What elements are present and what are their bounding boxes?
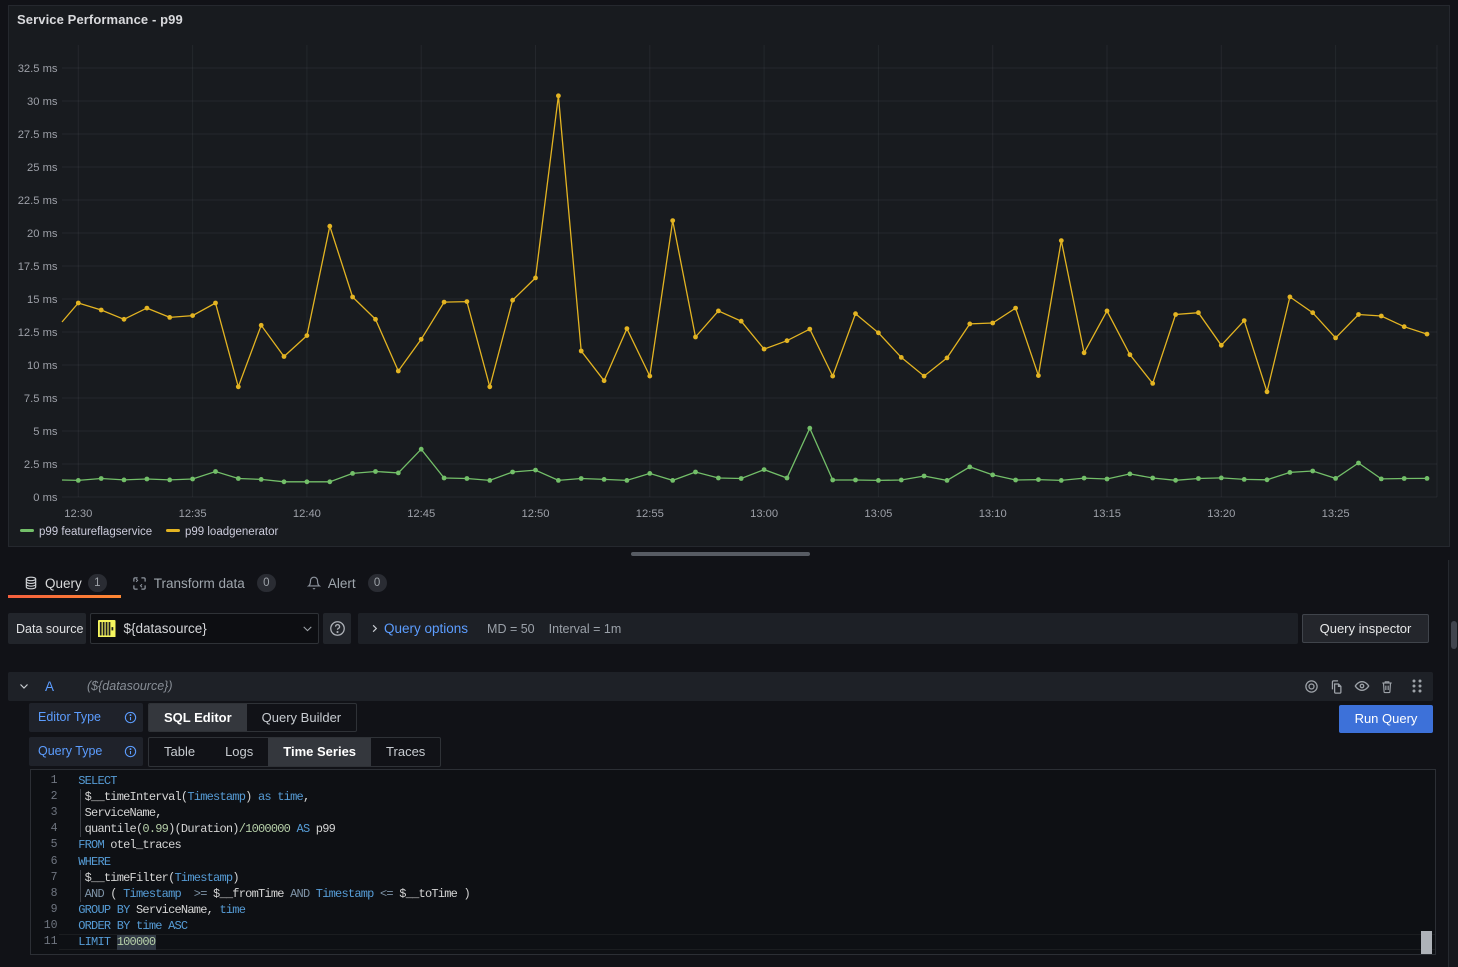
svg-text:17.5 ms: 17.5 ms [18, 261, 58, 273]
svg-text:12:50: 12:50 [522, 508, 550, 520]
svg-text:27.5 ms: 27.5 ms [18, 129, 58, 141]
svg-text:13:10: 13:10 [979, 508, 1007, 520]
svg-text:13:00: 13:00 [750, 508, 778, 520]
svg-text:15 ms: 15 ms [27, 294, 58, 306]
svg-text:20 ms: 20 ms [27, 228, 58, 240]
svg-text:10 ms: 10 ms [27, 360, 58, 372]
svg-text:5 ms: 5 ms [33, 426, 58, 438]
svg-text:30 ms: 30 ms [27, 96, 58, 108]
svg-text:12.5 ms: 12.5 ms [18, 327, 58, 339]
svg-text:13:20: 13:20 [1207, 508, 1235, 520]
svg-text:12:35: 12:35 [179, 508, 207, 520]
svg-text:12:45: 12:45 [407, 508, 435, 520]
svg-text:13:05: 13:05 [864, 508, 892, 520]
svg-text:7.5 ms: 7.5 ms [24, 393, 58, 405]
svg-text:12:55: 12:55 [636, 508, 664, 520]
svg-text:22.5 ms: 22.5 ms [18, 195, 58, 207]
svg-text:13:25: 13:25 [1322, 508, 1350, 520]
svg-text:32.5 ms: 32.5 ms [18, 63, 58, 75]
svg-text:0 ms: 0 ms [33, 492, 58, 504]
svg-text:25 ms: 25 ms [27, 162, 58, 174]
svg-text:2.5 ms: 2.5 ms [24, 459, 58, 471]
svg-text:12:30: 12:30 [64, 508, 92, 520]
svg-text:12:40: 12:40 [293, 508, 321, 520]
svg-text:13:15: 13:15 [1093, 508, 1121, 520]
